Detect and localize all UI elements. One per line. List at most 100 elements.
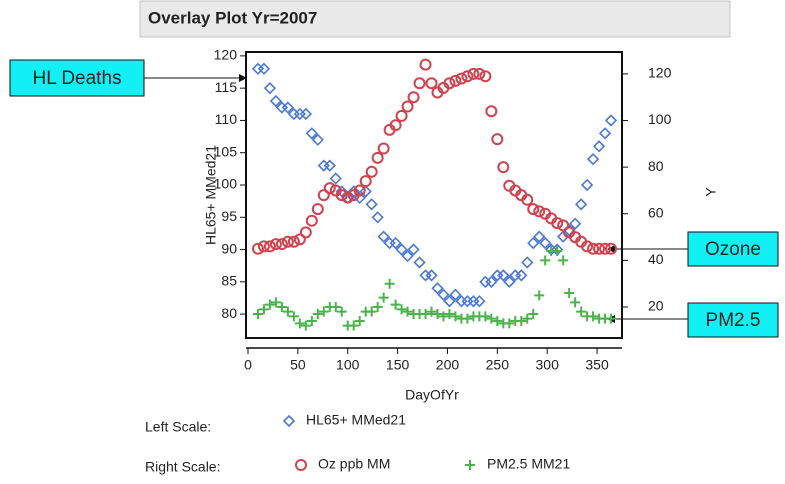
title-bar — [139, 0, 731, 38]
y2-axis-label: Y — [703, 187, 719, 197]
legend-marker — [282, 414, 296, 428]
point — [462, 313, 473, 324]
point — [485, 105, 498, 118]
point — [413, 256, 426, 269]
y-tick-label: 90 — [221, 240, 237, 256]
y2-tick-label: 40 — [648, 251, 664, 267]
point — [592, 140, 606, 153]
point — [516, 315, 527, 326]
point — [461, 70, 474, 83]
point — [353, 191, 366, 205]
point — [443, 295, 456, 308]
point — [299, 107, 312, 121]
point — [401, 100, 414, 113]
point — [497, 269, 510, 282]
point — [558, 255, 569, 266]
point — [580, 178, 594, 192]
point — [329, 172, 342, 185]
point — [568, 217, 582, 230]
point — [365, 165, 378, 178]
point — [377, 230, 390, 243]
point — [293, 233, 306, 246]
point — [407, 243, 420, 256]
point — [467, 67, 480, 80]
point — [504, 318, 515, 329]
point — [347, 185, 360, 198]
annotation: HL Deaths — [32, 68, 121, 89]
point — [540, 255, 551, 266]
point — [425, 269, 438, 282]
point — [438, 311, 449, 322]
point — [305, 127, 318, 140]
x-tick-label: 350 — [585, 357, 609, 373]
point — [521, 193, 534, 206]
point — [377, 142, 390, 155]
point — [437, 288, 450, 301]
point — [258, 304, 269, 315]
point — [593, 242, 606, 255]
point — [587, 242, 600, 255]
annotation-box — [687, 231, 779, 267]
point — [390, 299, 401, 310]
point — [527, 203, 540, 216]
point — [257, 62, 271, 75]
point — [335, 185, 348, 198]
y2-tick-label: 60 — [648, 204, 664, 220]
point — [534, 290, 545, 301]
point — [270, 297, 281, 308]
point — [574, 198, 588, 211]
point — [480, 311, 491, 322]
point — [449, 288, 462, 301]
point — [378, 292, 389, 303]
point — [371, 211, 384, 224]
y2-tick-label: 80 — [648, 158, 664, 174]
point — [359, 185, 372, 198]
legend-marker — [295, 459, 307, 471]
point — [576, 306, 587, 317]
point — [305, 214, 318, 227]
point — [557, 219, 570, 232]
x-tick-label: 150 — [386, 357, 410, 373]
x-tick-label: 100 — [336, 357, 360, 373]
chart-title: Overlay Plot Yr=2007 — [148, 8, 317, 27]
point — [455, 72, 468, 85]
x-tick-label: 300 — [536, 357, 560, 373]
point — [257, 240, 270, 253]
point — [419, 58, 432, 71]
legend-group-label: Left Scale: — [145, 419, 211, 435]
point — [491, 133, 504, 146]
point — [527, 236, 540, 250]
x-tick-label: 0 — [244, 357, 252, 373]
point — [515, 269, 528, 282]
point — [318, 306, 329, 317]
y-tick-label: 105 — [214, 143, 238, 159]
point — [401, 249, 414, 263]
point — [311, 203, 324, 216]
point — [252, 308, 263, 319]
y2-tick-label: 120 — [648, 65, 672, 81]
point — [599, 242, 612, 255]
point — [586, 153, 600, 166]
plot-frame — [245, 51, 623, 339]
point — [341, 191, 354, 204]
point — [323, 182, 336, 195]
annotation: Ozone — [705, 239, 761, 260]
point — [389, 236, 402, 250]
point — [311, 133, 324, 146]
annotation-box — [9, 59, 145, 97]
point — [330, 301, 341, 312]
point — [425, 77, 438, 90]
point — [288, 311, 299, 322]
point — [588, 311, 599, 322]
point — [539, 236, 552, 250]
y-tick-label: 110 — [215, 111, 238, 127]
point — [275, 238, 288, 251]
y2-tick-label: 100 — [648, 111, 672, 127]
point — [354, 315, 365, 326]
point — [264, 299, 275, 310]
point — [312, 308, 323, 319]
x-axis-label: DayOfYr — [405, 387, 459, 403]
point — [294, 318, 305, 329]
point — [450, 311, 461, 322]
